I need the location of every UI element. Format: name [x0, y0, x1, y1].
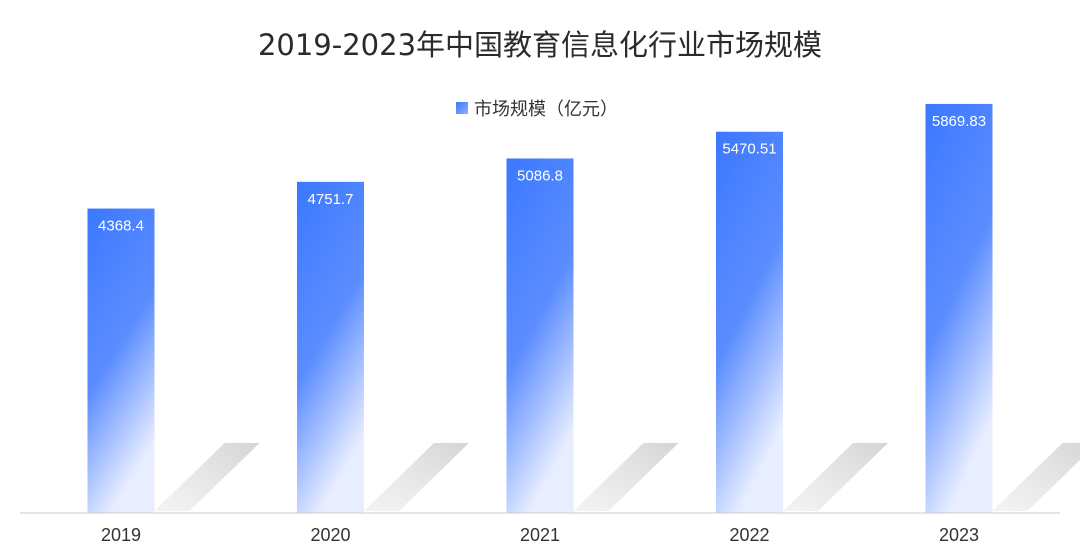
bar-shadows	[154, 443, 1080, 511]
data-label-2020: 4751.7	[308, 191, 354, 208]
data-label-2021: 5086.8	[517, 167, 563, 184]
bar-2022	[716, 131, 783, 513]
bar-2020	[297, 181, 364, 513]
x-tick-2020: 2020	[310, 525, 350, 545]
data-label-2023: 5869.83	[932, 113, 986, 130]
bar-2023	[925, 103, 993, 513]
x-tick-2019: 2019	[101, 525, 141, 545]
x-axis-ticks: 2019 2020 2021 2022 2023	[101, 525, 979, 545]
bar-shadow	[992, 443, 1080, 511]
bar-shadow	[154, 443, 260, 511]
bar-2021	[506, 158, 574, 513]
bar-shadow	[783, 443, 888, 511]
data-labels: 4368.4 4751.7 5086.8 5470.51 5869.83	[98, 113, 986, 235]
legend: 市场规模（亿元）	[456, 99, 618, 120]
bar-shadow	[364, 443, 469, 511]
bars	[87, 103, 993, 513]
x-tick-2021: 2021	[520, 525, 560, 545]
x-tick-2022: 2022	[729, 525, 769, 545]
x-tick-2023: 2023	[939, 525, 979, 545]
data-label-2019: 4368.4	[98, 218, 144, 235]
bar-2019	[87, 208, 155, 513]
bar-shadow	[573, 443, 679, 511]
legend-label: 市场规模（亿元）	[474, 99, 618, 120]
chart-title: 2019-2023年中国教育信息化行业市场规模	[258, 28, 822, 62]
legend-swatch	[456, 102, 468, 114]
data-label-2022: 5470.51	[722, 141, 776, 158]
